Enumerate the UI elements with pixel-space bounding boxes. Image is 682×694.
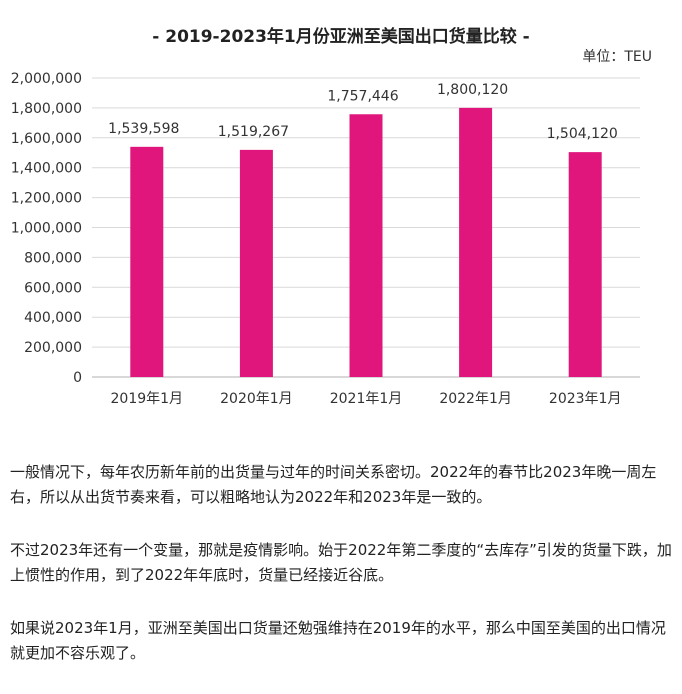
y-tick-label: 1,800,000 — [11, 101, 82, 117]
bar — [568, 152, 602, 377]
bar-value-label: 1,504,120 — [547, 126, 618, 142]
y-tick-label: 1,200,000 — [11, 191, 82, 207]
x-tick-label: 2021年1月 — [330, 391, 403, 407]
y-tick-label: 200,000 — [24, 340, 82, 356]
y-tick-label: 600,000 — [24, 280, 82, 296]
article-paragraph-2: 不过2023年还有一个变量，那就是疫情影响。始于2022年第二季度的“去库存”引… — [10, 541, 672, 584]
article-paragraph-1: 一般情况下，每年农历新年前的出货量与过年的时间关系密切。2022年的春节比202… — [10, 463, 657, 506]
y-tick-label: 2,000,000 — [11, 71, 82, 87]
bar-value-label: 1,539,598 — [108, 121, 179, 137]
y-tick-label: 800,000 — [24, 250, 82, 266]
bar — [130, 146, 164, 377]
bar-value-label: 1,757,446 — [327, 88, 398, 104]
x-tick-label: 2019年1月 — [111, 391, 184, 407]
y-tick-label: 400,000 — [24, 310, 82, 326]
y-tick-label: 0 — [73, 370, 82, 386]
x-tick-label: 2020年1月 — [220, 391, 293, 407]
y-tick-label: 1,000,000 — [11, 221, 82, 237]
y-tick-label: 1,600,000 — [11, 131, 82, 147]
article-paragraph-3: 如果说2023年1月，亚洲至美国出口货量还勉强维持在2019年的水平，那么中国至… — [10, 619, 666, 662]
unit-label: 单位：TEU — [582, 49, 652, 65]
bar — [239, 149, 273, 377]
x-tick-label: 2023年1月 — [549, 391, 622, 407]
y-tick-label: 1,400,000 — [11, 161, 82, 177]
bar-chart: - 2019-2023年1月份亚洲至美国出口货量比较 - 单位：TEU 0 200… — [11, 27, 652, 407]
chart-title: - 2019-2023年1月份亚洲至美国出口货量比较 - — [152, 27, 530, 47]
bar-value-label: 1,519,267 — [218, 124, 289, 140]
chart-plot-area: 0 200,000 400,000 600,000 800,000 1,000,000 1,… — [11, 71, 640, 407]
bar-value-label: 1,800,120 — [437, 82, 508, 98]
x-tick-label: 2022年1月 — [439, 391, 512, 407]
bar — [459, 107, 493, 378]
article-body: 一般情况下，每年农历新年前的出货量与过年的时间关系密切。2022年的春节比202… — [10, 460, 674, 694]
bar — [349, 114, 383, 377]
